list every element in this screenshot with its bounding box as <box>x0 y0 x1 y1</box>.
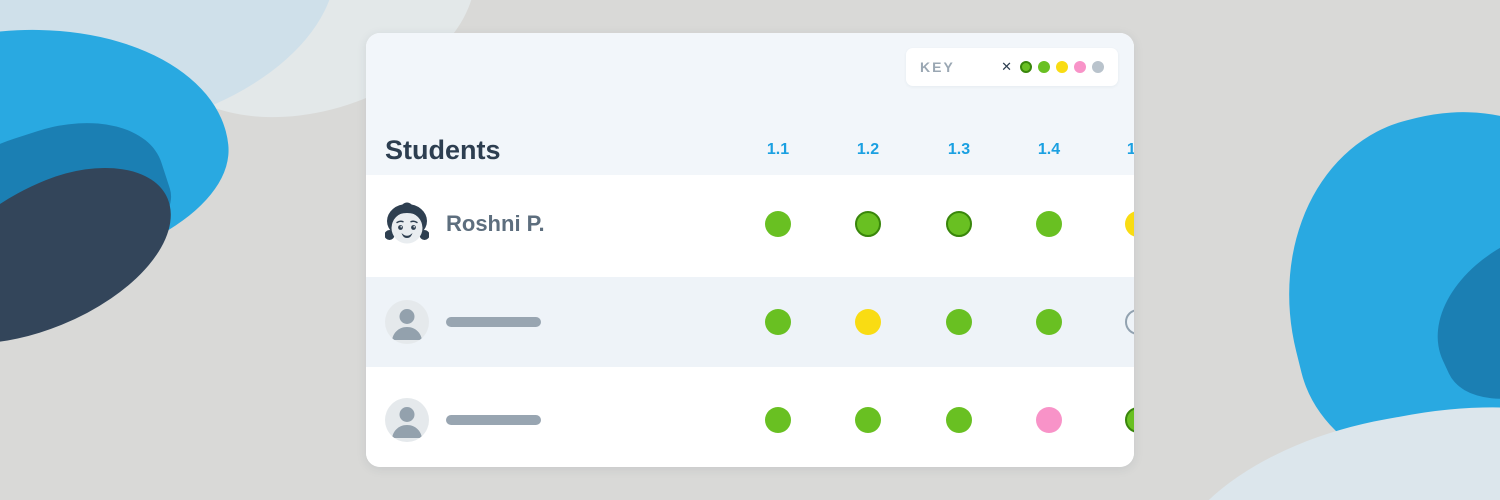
column-header-1.1[interactable]: 1.1 <box>766 141 790 158</box>
student-name: Roshni P. <box>446 210 545 236</box>
student-row[interactable] <box>366 372 1134 467</box>
close-icon[interactable]: ✕ <box>1001 59 1012 74</box>
student-name-placeholder <box>446 414 541 425</box>
column-header-1.3[interactable]: 1.3 <box>947 141 971 158</box>
status-dot-green[interactable] <box>855 406 881 433</box>
table-header: KEY ✕ Students 1.1 1.2 1.3 1.4 1.5 <box>366 33 1134 175</box>
legend-dot-pink <box>1074 61 1086 73</box>
status-dot-green[interactable] <box>765 210 791 237</box>
student-name-placeholder <box>446 317 541 327</box>
status-dot-green-ring[interactable] <box>946 210 972 237</box>
legend-dot-yellow <box>1056 61 1068 73</box>
status-dot-green[interactable] <box>765 309 791 335</box>
status-dot-yellow[interactable] <box>855 309 881 335</box>
status-dot-green[interactable] <box>946 406 972 433</box>
status-dot-green[interactable] <box>765 406 791 433</box>
student-row[interactable]: Roshni P. <box>366 175 1134 272</box>
status-dot-outline[interactable] <box>1125 309 1134 335</box>
girl-avatar <box>385 202 429 243</box>
legend-label: KEY <box>920 59 955 75</box>
status-dot-pink[interactable] <box>1036 406 1062 433</box>
legend-dots <box>1020 61 1104 73</box>
legend-key-box: KEY ✕ <box>906 48 1118 86</box>
column-headers: 1.1 1.2 1.3 1.4 1.5 <box>366 133 1134 167</box>
student-row[interactable] <box>366 272 1134 372</box>
mastery-table-card: KEY ✕ Students 1.1 1.2 1.3 1.4 1.5 <box>366 33 1134 467</box>
status-dot-yellow[interactable] <box>1125 210 1134 237</box>
column-header-1.4[interactable]: 1.4 <box>1037 141 1061 158</box>
placeholder-avatar-icon <box>385 397 429 442</box>
column-header-1.5[interactable]: 1.5 <box>1126 141 1134 158</box>
status-dot-green-ring[interactable] <box>1125 406 1134 433</box>
status-dot-green[interactable] <box>1036 309 1062 335</box>
placeholder-avatar-icon <box>385 300 429 344</box>
column-header-1.2[interactable]: 1.2 <box>856 141 880 158</box>
page-title: Students <box>385 135 501 165</box>
status-dot-green-ring[interactable] <box>855 210 881 237</box>
status-dot-green[interactable] <box>946 309 972 335</box>
legend-dot-gray <box>1092 61 1104 73</box>
legend-dot-green-ring <box>1020 61 1032 73</box>
status-dot-green[interactable] <box>1036 210 1062 237</box>
legend-dot-green <box>1038 61 1050 73</box>
